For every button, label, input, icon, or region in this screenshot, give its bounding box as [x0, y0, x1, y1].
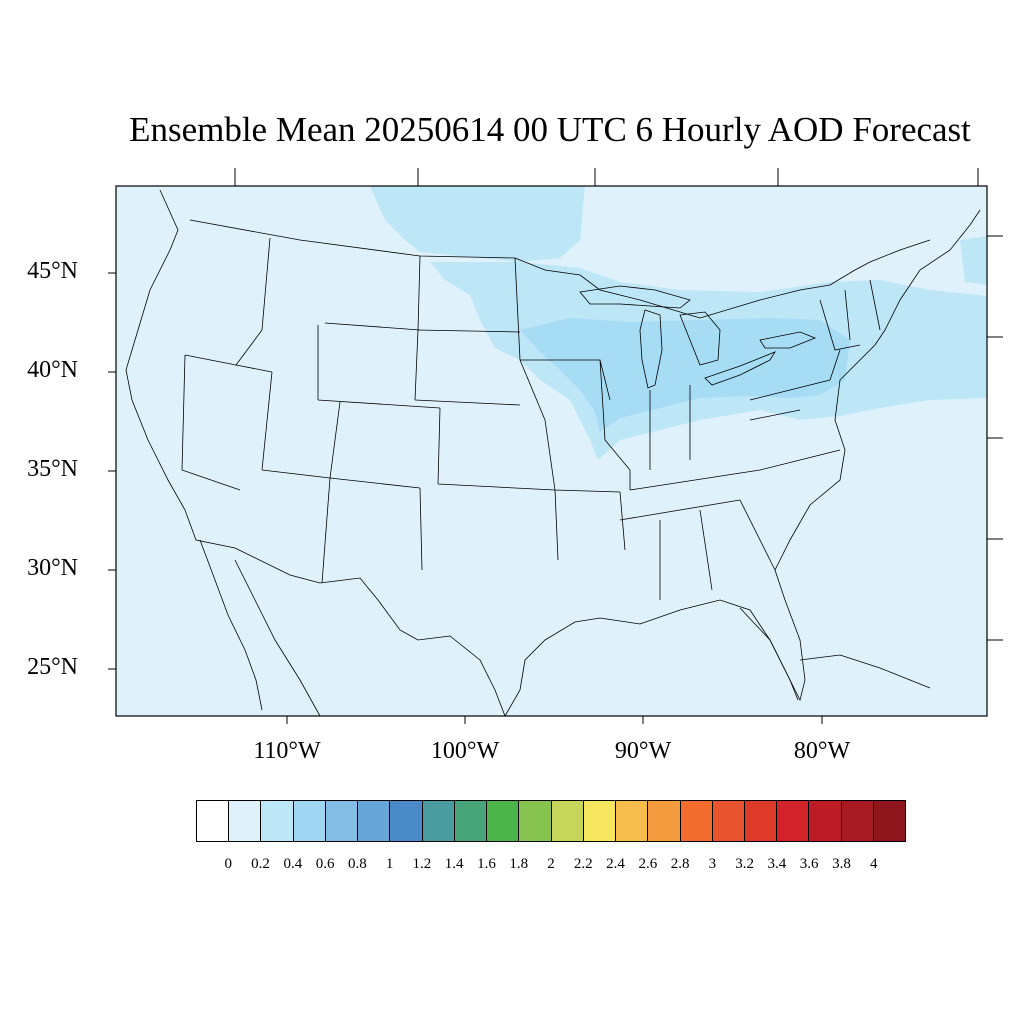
- lat-label-40: 40°N: [27, 357, 78, 383]
- colorbar-label-4: 0.8: [347, 856, 367, 872]
- colorbar-label-13: 2.6: [638, 856, 658, 872]
- canada-border: [189, 219, 931, 319]
- colorbar-label-17: 3.4: [767, 856, 787, 872]
- baja: [199, 539, 263, 711]
- colorbar-swatch-17: [744, 801, 778, 841]
- colorbar-swatch-6: [390, 801, 423, 841]
- colorbar-swatch-0: [197, 801, 230, 841]
- lat-label-45: 45°N: [27, 258, 78, 284]
- colorbar-swatch-10: [519, 801, 552, 841]
- colorbar-swatch-14: [648, 801, 681, 841]
- colorbar-label-19: 3.8: [832, 856, 851, 872]
- colorbar-swatch-16: [712, 801, 745, 841]
- boundaries: [125, 189, 981, 716]
- aod-contour-east: [960, 236, 987, 285]
- colorbar-swatch-4: [325, 801, 359, 841]
- colorbar-swatch-11: [551, 801, 584, 841]
- colorbar-label-3: 0.6: [315, 856, 335, 872]
- colorbar-swatch-12: [583, 801, 617, 841]
- colorbar-label-20: 4: [869, 856, 878, 872]
- lat-label-30: 30°N: [27, 555, 78, 581]
- colorbar-label-14: 2.8: [670, 856, 690, 872]
- lon-label-80w: 80°W: [793, 738, 851, 764]
- colorbar-swatch-15: [680, 801, 713, 841]
- lake-superior: [579, 285, 691, 309]
- colorbar-label-12: 2.4: [606, 856, 625, 872]
- colorbar-swatch-20: [841, 801, 874, 841]
- colorbar-label-9: 1.8: [509, 856, 529, 872]
- colorbar-label-8: 1.6: [477, 856, 496, 872]
- colorbar-label-7: 1.4: [444, 856, 464, 872]
- colorbar-swatch-21: [873, 801, 906, 841]
- colorbar-swatch-9: [487, 801, 520, 841]
- colorbar-swatch-3: [293, 801, 326, 841]
- colorbar-label-10: 2: [547, 856, 555, 872]
- colorbar: [196, 800, 906, 842]
- colorbar-swatch-8: [454, 801, 488, 841]
- state-lines: [181, 237, 881, 600]
- colorbar-swatch-5: [358, 801, 391, 841]
- us-outline: [125, 189, 981, 716]
- colorbar-swatch-2: [261, 801, 294, 841]
- colorbar-swatch-1: [229, 801, 262, 841]
- map-title: Ensemble Mean 20250614 00 UTC 6 Hourly A…: [129, 110, 971, 149]
- colorbar-label-16: 3.2: [735, 856, 754, 872]
- colorbar-label-0: 0: [224, 856, 233, 872]
- colorbar-label-6: 1.2: [412, 856, 432, 872]
- colorbar-swatch-19: [809, 801, 842, 841]
- axis-ticks: [108, 168, 1003, 724]
- colorbar-label-18: 3.6: [799, 856, 819, 872]
- lat-label-35: 35°N: [27, 456, 78, 482]
- lon-label-100w: 100°W: [430, 738, 500, 764]
- colorbar-swatch-7: [422, 801, 455, 841]
- colorbar-swatch-13: [616, 801, 649, 841]
- aod-contour-north: [370, 186, 585, 262]
- colorbar-label-2: 0.4: [283, 856, 303, 872]
- lake-ontario: [759, 331, 817, 349]
- mexico-coast: [234, 559, 321, 716]
- lake-michigan: [639, 309, 663, 389]
- florida: [739, 607, 799, 701]
- colorbar-label-11: 2.2: [573, 856, 593, 872]
- lat-label-25: 25°N: [27, 654, 78, 680]
- colorbar-label-15: 3: [708, 856, 717, 872]
- lake-erie: [704, 351, 776, 386]
- lake-huron: [679, 311, 721, 366]
- map-frame: [115, 185, 988, 717]
- colorbar-label-5: 1: [385, 856, 394, 872]
- colorbar-swatch-18: [777, 801, 810, 841]
- cuba: [799, 654, 931, 689]
- lon-label-110w: 110°W: [253, 738, 321, 764]
- lon-label-90w: 90°W: [614, 738, 672, 764]
- colorbar-label-1: 0.2: [251, 856, 270, 872]
